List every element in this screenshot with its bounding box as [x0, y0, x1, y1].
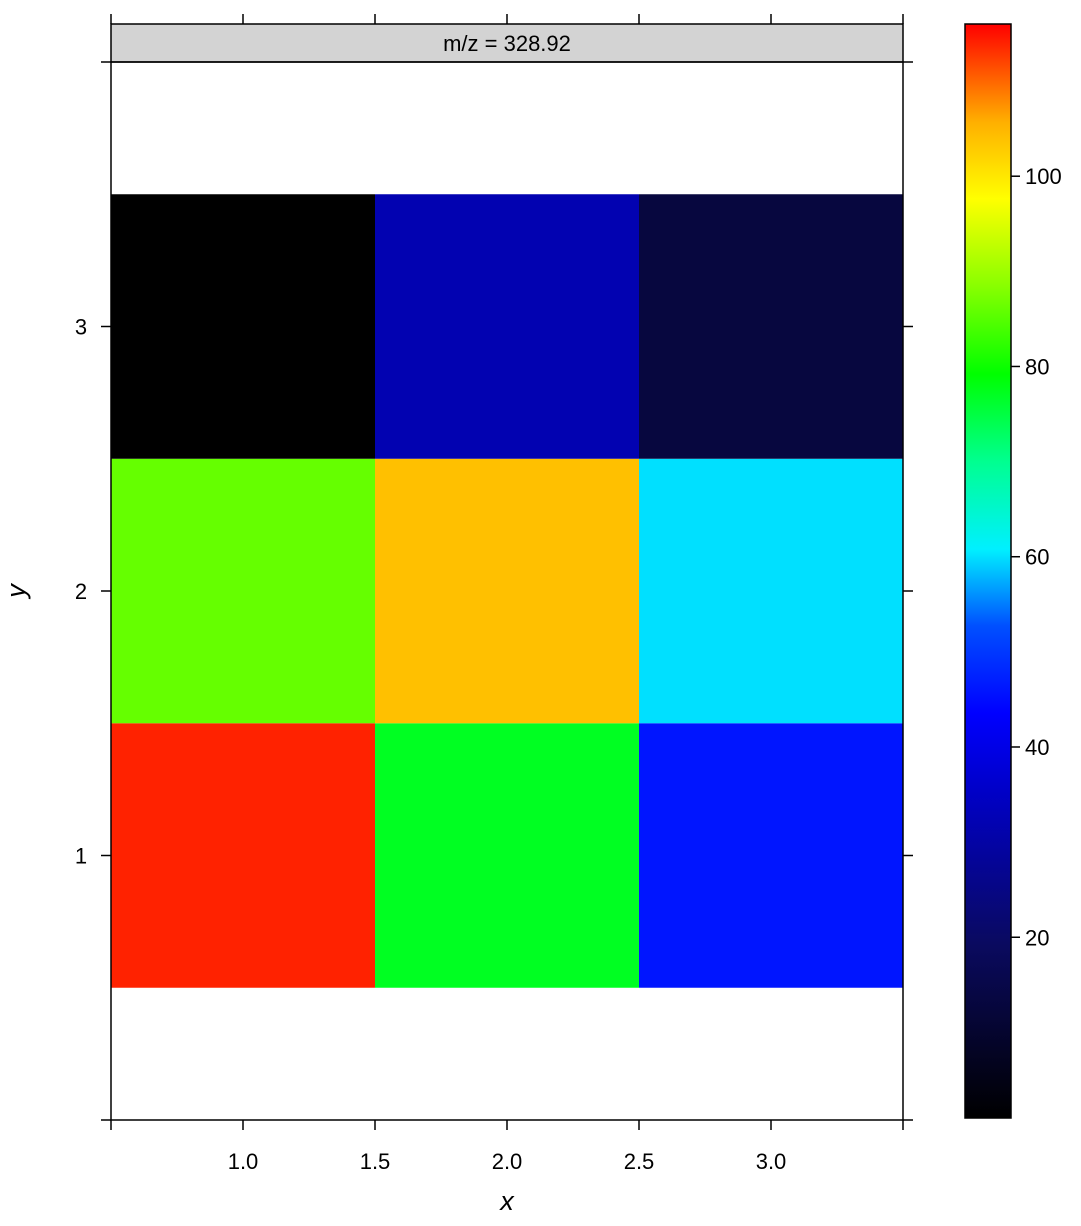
- heatmap-cell: [639, 194, 903, 459]
- strip-background: [110, 23, 904, 63]
- colorbar-tick-label: 80: [1025, 354, 1049, 379]
- colorbar: [964, 23, 1012, 1119]
- y-tick-label: 1: [75, 844, 87, 869]
- heatmap-cells: [111, 194, 903, 988]
- heatmap-cell: [111, 458, 375, 724]
- heatmap-cell: [111, 194, 375, 459]
- x-tick-label: 3.0: [756, 1149, 787, 1174]
- x-tick-label: 1.0: [228, 1149, 259, 1174]
- heatmap-cell: [375, 194, 639, 459]
- heatmap-cell: [111, 723, 375, 988]
- x-tick-label: 2.0: [492, 1149, 523, 1174]
- axes: 1.0 1.5 2.0 2.5 3.0 1 2 3: [75, 14, 913, 1174]
- x-tick-label: 2.5: [624, 1149, 655, 1174]
- y-tick-label: 2: [75, 579, 87, 604]
- colorbar-tick-label: 100: [1025, 164, 1062, 189]
- heatmap-cell: [639, 458, 903, 724]
- x-tick-label: 1.5: [360, 1149, 391, 1174]
- strip-label: m/z = 328.92: [443, 31, 571, 56]
- x-axis-title: x: [498, 1186, 515, 1216]
- heatmap-cell: [375, 458, 639, 724]
- heatmap-cell: [375, 723, 639, 988]
- heatmap-cell: [639, 723, 903, 988]
- colorbar-tick-label: 60: [1025, 545, 1049, 570]
- y-axis-title: y: [1, 583, 31, 600]
- colorbar-axis: 20 40 60 80 100: [1011, 164, 1062, 950]
- colorbar-tick-label: 40: [1025, 735, 1049, 760]
- colorbar-tick-label: 20: [1025, 925, 1049, 950]
- y-tick-label: 3: [75, 315, 87, 340]
